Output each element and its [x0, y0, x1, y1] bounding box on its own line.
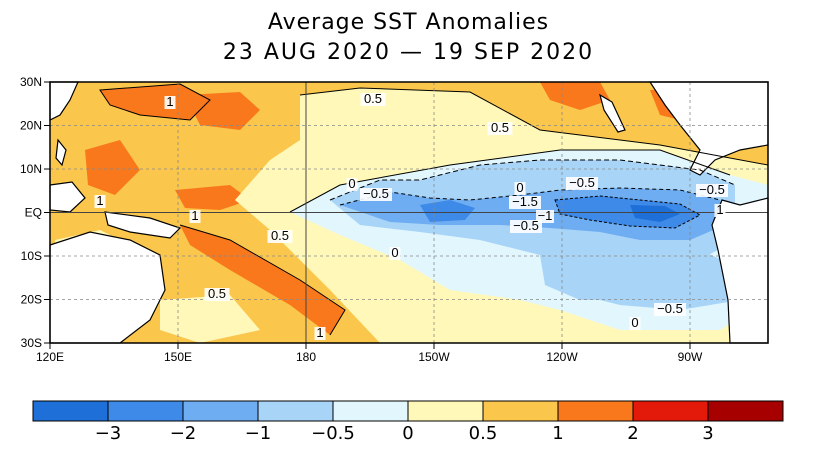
contour-label: 0.5 — [364, 91, 382, 106]
lon-label: 120E — [36, 350, 64, 364]
baja — [599, 93, 626, 133]
contour-label-bg — [629, 317, 641, 330]
colorbar-swatch — [182, 400, 259, 422]
contour-label-bg — [536, 210, 554, 223]
contour-label-bg — [94, 195, 106, 208]
contour-label: 1 — [191, 208, 198, 223]
lat-label: 30S — [21, 336, 42, 350]
contour-label: 0.5 — [208, 286, 226, 301]
lon-label: 90W — [678, 350, 703, 364]
colorbar-swatch — [632, 400, 709, 422]
contour-label: −1 — [538, 208, 553, 223]
anomaly-fill-1 — [185, 92, 260, 130]
contour-label: 0 — [391, 245, 398, 260]
colorbar-label: −0.5 — [311, 423, 355, 444]
contour-label-bg — [360, 188, 392, 201]
lat-label: EQ — [25, 206, 42, 220]
gridlines — [50, 82, 768, 343]
contour-label-bg — [654, 303, 686, 316]
colorbar-label: 3 — [702, 423, 713, 444]
contour-label-bg — [189, 210, 201, 223]
contour-label: 0.5 — [271, 228, 289, 243]
lat-label: 30N — [20, 75, 42, 89]
colorbar-swatch — [557, 400, 634, 422]
colorbar-label: 0.5 — [469, 423, 498, 444]
contour-label: −0.5 — [363, 186, 389, 201]
contour-label: 0.5 — [491, 120, 509, 135]
anomaly-fill-1 — [540, 82, 610, 110]
anomaly-fill-neg3 — [630, 205, 680, 222]
lon-label: 180 — [296, 350, 316, 364]
contour-label-bg — [696, 184, 728, 197]
reference-lines — [50, 82, 768, 343]
contour-label: 1 — [166, 94, 173, 109]
lon-label: 120W — [546, 350, 578, 364]
anomaly-fill-1 — [175, 185, 250, 210]
lat-label: 20N — [20, 119, 42, 133]
contour-label: 0 — [348, 176, 355, 191]
lon-label: 150E — [164, 350, 192, 364]
colorbar: −3 −2 −1 −0.5 0 0.5 1 2 3 — [32, 400, 784, 444]
contour-label-bg — [566, 177, 598, 190]
anomaly-fill-0 — [160, 295, 260, 343]
colorbar-swatch — [482, 400, 559, 422]
contour-label: −0.5 — [569, 175, 595, 190]
contour-label: 1 — [96, 193, 103, 208]
contour-label: 1 — [716, 202, 723, 217]
contour-label-bg — [314, 327, 326, 340]
colorbar-label: −1 — [245, 423, 272, 444]
contour-label: −0.5 — [657, 301, 683, 316]
contour-label-bg — [487, 122, 513, 135]
longitude-axis: 120E 150E 180 150W 120W 90W — [36, 343, 703, 364]
lon-label: 150W — [418, 350, 450, 364]
colorbar-label: −2 — [170, 423, 197, 444]
contour-label-bg — [389, 247, 401, 260]
contour-label-bg — [346, 178, 358, 191]
contour-label-bg — [164, 96, 176, 109]
contour-label: −0.5 — [513, 218, 539, 233]
contour-label-bg — [510, 220, 542, 233]
colorbar-label: 1 — [552, 423, 563, 444]
lat-label: 20S — [21, 293, 42, 307]
colorbar-swatch — [107, 400, 184, 422]
anomaly-fill-1 — [85, 140, 140, 195]
contour-label: 1 — [316, 325, 323, 340]
contour-label-bg — [360, 93, 386, 106]
contour-label-bg — [714, 204, 726, 217]
chart-title: Average SST Anomalies — [267, 10, 550, 35]
latitude-axis: 30N 20N 10N EQ 10S 20S 30S — [20, 75, 50, 350]
new-guinea — [104, 211, 182, 239]
anomaly-fill-neg05 — [545, 250, 745, 310]
colorbar-swatch — [257, 400, 334, 422]
lat-label: 10S — [21, 249, 42, 263]
colorbar-swatch — [32, 400, 109, 422]
contour-label-bg — [204, 288, 230, 301]
colorbar-label: −3 — [95, 423, 122, 444]
philippines — [55, 138, 67, 167]
colorbar-swatch — [407, 400, 484, 422]
contour-label: −0.5 — [699, 182, 725, 197]
colorbar-label: 0 — [402, 423, 413, 444]
land — [49, 81, 769, 344]
contour-label: −1.5 — [512, 194, 538, 209]
contour-label: 0 — [631, 315, 638, 330]
colorbar-label: 2 — [627, 423, 638, 444]
contour-label-bg — [267, 230, 293, 243]
contour-label-bg — [514, 182, 526, 195]
anomaly-fill-1 — [180, 225, 345, 335]
contour-label: 0 — [516, 180, 523, 195]
colorbar-swatch — [332, 400, 409, 422]
anomaly-fill-1 — [100, 84, 210, 120]
lat-label: 10N — [20, 162, 42, 176]
colorbar-swatch — [707, 400, 784, 422]
contour-label-bg — [509, 196, 541, 209]
date-range-subtitle: 23 AUG 2020 — 19 SEP 2020 — [222, 40, 595, 65]
